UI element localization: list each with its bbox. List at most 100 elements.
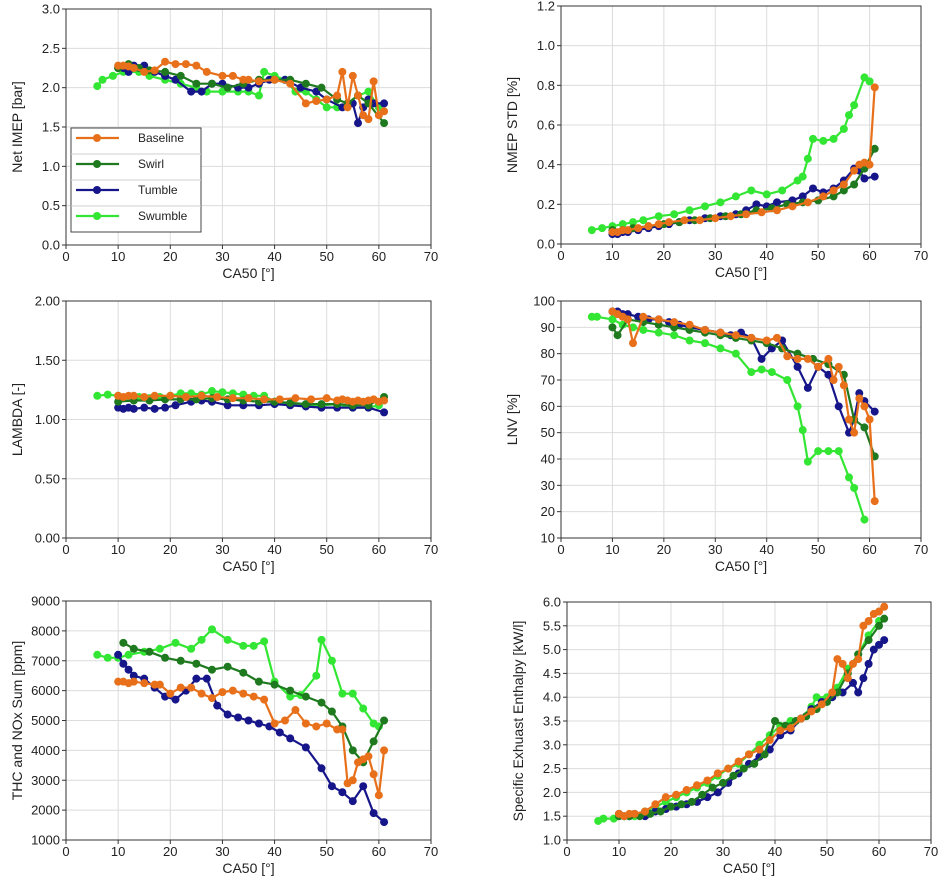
series-swumble: [587, 73, 874, 235]
data-point-baseline: [275, 395, 284, 404]
data-point-baseline: [788, 202, 797, 211]
y-tick-label: 4000: [31, 743, 60, 758]
data-point-tumble: [223, 710, 232, 719]
data-point-swumble: [731, 192, 740, 201]
data-point-baseline: [880, 602, 889, 611]
data-point-swirl: [739, 764, 748, 773]
data-point-baseline: [192, 61, 201, 70]
y-tick-label: 5000: [31, 713, 60, 728]
series-swumble: [587, 312, 869, 524]
y-tick-label: 4.0: [543, 690, 561, 705]
data-point-swumble: [670, 331, 679, 340]
data-point-baseline: [757, 208, 766, 217]
data-point-swumble: [208, 625, 216, 634]
data-point-baseline: [270, 719, 279, 728]
data-point-baseline: [726, 212, 735, 221]
data-point-swirl: [771, 717, 779, 725]
data-point-baseline: [354, 91, 362, 100]
data-point-baseline: [218, 688, 227, 697]
data-point-baseline: [654, 220, 663, 229]
data-point-tumble: [275, 728, 284, 737]
data-point-swumble: [762, 190, 771, 199]
data-point-baseline: [695, 216, 704, 225]
data-point-baseline: [639, 312, 648, 321]
data-point-baseline: [651, 800, 660, 809]
data-point-baseline: [244, 75, 253, 84]
y-tick-label: 4.5: [543, 666, 561, 681]
data-point-swumble: [778, 186, 787, 195]
data-point-swirl: [348, 746, 357, 755]
data-point-baseline: [629, 339, 637, 348]
data-point-swumble: [260, 637, 269, 646]
data-point-baseline: [793, 354, 802, 363]
y-tick-label: 3.5: [543, 714, 561, 729]
data-point-baseline: [641, 807, 649, 816]
data-point-baseline: [661, 793, 670, 802]
data-point-tumble: [129, 671, 138, 680]
data-point-baseline: [369, 770, 378, 779]
data-point-tumble: [140, 403, 149, 412]
data-point-swumble: [731, 349, 740, 358]
data-point-baseline: [348, 71, 357, 80]
x-tick-label: 20: [163, 249, 177, 264]
data-point-tumble: [798, 192, 807, 201]
data-point-baseline: [854, 655, 863, 664]
x-tick-label: 30: [215, 844, 229, 859]
data-point-swumble: [839, 124, 848, 133]
x-tick-label: 60: [372, 249, 386, 264]
data-point-swirl: [864, 636, 873, 645]
data-point-swirl: [656, 807, 665, 816]
data-point-swumble: [850, 483, 859, 492]
data-point-baseline: [312, 722, 321, 731]
data-point-swumble: [747, 368, 756, 377]
data-point-tumble: [161, 403, 170, 412]
series-swumble: [93, 625, 383, 731]
data-point-swirl: [860, 423, 869, 432]
data-point-swirl: [161, 67, 170, 76]
data-point-baseline: [773, 333, 781, 342]
data-point-swirl: [145, 647, 154, 656]
series-swirl: [608, 144, 879, 235]
data-point-baseline: [239, 689, 248, 698]
data-point-tumble: [234, 713, 243, 722]
data-point-swirl: [760, 750, 769, 759]
data-point-baseline: [380, 396, 389, 405]
data-point-baseline: [824, 354, 833, 363]
data-point-baseline: [865, 160, 874, 169]
data-point-swirl: [677, 800, 686, 809]
series-line-baseline: [618, 605, 885, 818]
x-tick-label: 50: [811, 542, 825, 557]
data-point-tumble: [870, 172, 879, 181]
data-point-tumble: [809, 184, 817, 193]
data-point-baseline: [150, 391, 159, 400]
data-point-swumble: [845, 473, 853, 482]
data-point-baseline: [187, 683, 196, 692]
x-tick-label: 20: [163, 844, 177, 859]
data-point-baseline: [654, 315, 663, 324]
x-tick-label: 20: [657, 542, 671, 557]
data-point-baseline: [228, 71, 237, 80]
data-point-tumble: [359, 782, 368, 791]
data-point-baseline: [338, 725, 347, 734]
data-point-tumble: [757, 354, 766, 363]
x-tick-label: 40: [267, 542, 281, 557]
y-tick-label: 6000: [31, 683, 60, 698]
data-point-swirl: [317, 400, 326, 409]
data-point-baseline: [254, 77, 263, 86]
x-tick-label: 60: [372, 844, 386, 859]
series-baseline: [615, 602, 889, 821]
data-point-swumble: [93, 82, 102, 91]
plot-frame: [65, 300, 432, 539]
y-tick-label: 1.0: [543, 833, 561, 848]
series-swirl: [119, 638, 389, 767]
data-point-swumble: [599, 814, 608, 823]
y-tick-label: 30: [541, 478, 555, 493]
data-point-swumble: [124, 650, 133, 659]
data-point-swumble: [223, 635, 232, 644]
y-tick-label: 2000: [31, 803, 60, 818]
x-axis-label: CA50 [°]: [222, 265, 274, 281]
data-point-baseline: [369, 77, 378, 86]
data-point-baseline: [181, 392, 190, 401]
y-tick-label: 1.50: [35, 353, 60, 368]
data-point-swirl: [161, 653, 170, 662]
